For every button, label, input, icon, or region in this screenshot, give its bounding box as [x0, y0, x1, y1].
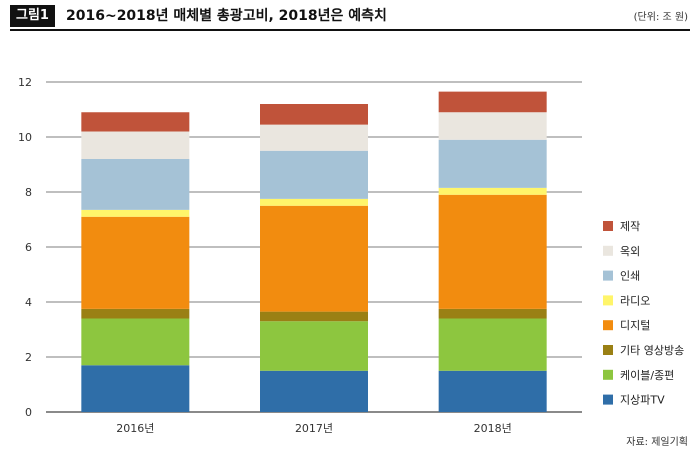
legend-label: 디지털	[620, 319, 650, 332]
y-tick-label: 10	[18, 131, 32, 144]
bar-segment-6-0	[81, 131, 190, 159]
y-tick-label: 6	[25, 241, 32, 254]
y-tick-label: 12	[18, 76, 32, 89]
figure-badge: 그림1	[10, 5, 55, 27]
bar-segment-7-0	[81, 112, 190, 132]
bar-segment-5-2	[438, 139, 547, 188]
y-tick-label: 4	[25, 296, 32, 309]
y-tick-label: 2	[25, 351, 32, 364]
legend-label: 기타 영상방송	[620, 344, 684, 357]
legend-swatch	[603, 245, 613, 256]
legend-swatch	[603, 369, 613, 380]
bar-segment-0-1	[260, 370, 368, 412]
legend-swatch	[603, 295, 613, 306]
legend-label: 라디오	[620, 294, 650, 307]
bar-segment-3-2	[438, 194, 547, 309]
bar-segment-1-1	[260, 321, 368, 371]
legend-swatch	[603, 270, 613, 281]
unit-label: (단위: 조 원)	[633, 12, 688, 23]
bar-segment-2-1	[260, 311, 368, 322]
figure-header: 그림1 2016~2018년 매체별 총광고비, 2018년은 예측치 (단위:…	[0, 0, 700, 31]
bar-segment-3-1	[260, 205, 368, 312]
x-tick-label: 2016년	[116, 422, 154, 435]
bar-segment-6-1	[260, 124, 368, 151]
legend-label: 케이블/종편	[620, 369, 674, 382]
bar-segment-4-2	[438, 187, 547, 195]
bar-segment-6-2	[438, 112, 547, 140]
bar-segment-4-1	[260, 198, 368, 206]
bars	[81, 91, 547, 412]
source-note: 자료: 제일기획	[626, 437, 688, 448]
x-tick-label: 2017년	[295, 422, 333, 435]
chart-title: 2016~2018년 매체별 총광고비, 2018년은 예측치	[66, 8, 387, 24]
legend-label: 지상파TV	[620, 394, 665, 407]
bar-segment-4-0	[81, 209, 190, 217]
bar-segment-1-2	[438, 318, 547, 371]
bar-segment-5-1	[260, 150, 368, 199]
header-rule	[10, 29, 690, 31]
legend-swatch	[603, 394, 613, 405]
x-tick-label: 2018년	[474, 422, 512, 435]
legend-label: 인쇄	[620, 270, 640, 283]
y-tick-label: 8	[25, 186, 32, 199]
bar-segment-5-0	[81, 159, 190, 210]
legend-label: 제작	[620, 220, 640, 233]
bar-segment-7-2	[438, 91, 547, 113]
bar-segment-1-0	[81, 318, 190, 366]
bar-segment-7-1	[260, 104, 368, 125]
bar-segment-0-2	[438, 370, 547, 412]
bar-segment-2-2	[438, 308, 547, 319]
y-tick-label: 0	[25, 406, 32, 419]
bar-segment-2-0	[81, 308, 190, 319]
bar-segment-3-0	[81, 216, 190, 309]
x-axis-ticks: 2016년 2017년 2018년	[116, 422, 511, 435]
bar-segment-0-0	[81, 365, 190, 412]
y-axis-ticks: 0 2 4 6 8 10 12	[18, 76, 32, 419]
legend-swatch	[603, 221, 613, 231]
legend-swatch	[603, 320, 613, 331]
legend-swatch	[603, 345, 613, 355]
legend-label: 옥외	[620, 245, 640, 258]
